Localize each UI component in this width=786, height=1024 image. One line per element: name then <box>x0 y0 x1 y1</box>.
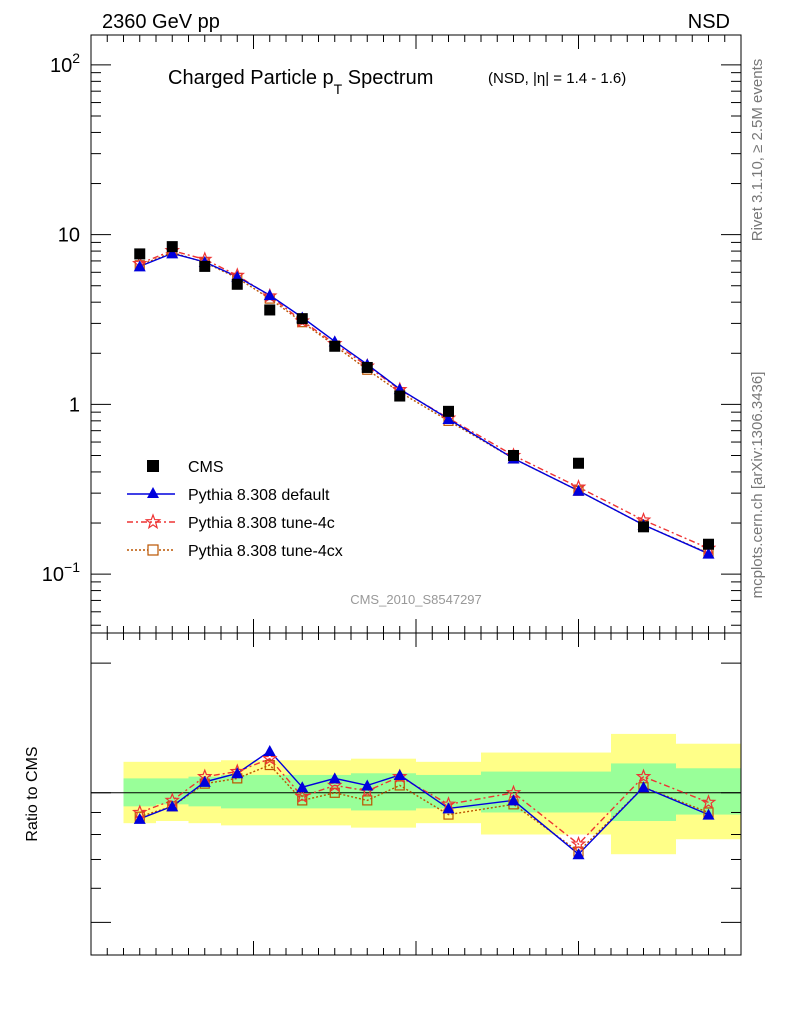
header-energy: 2360 GeV pp <box>102 11 220 33</box>
data-point-tune4c <box>570 835 587 851</box>
data-point-cms <box>638 521 649 533</box>
data-point-default <box>198 775 211 787</box>
data-point-default <box>361 779 374 791</box>
data-point-cms <box>329 340 341 352</box>
data-point-default <box>166 247 179 259</box>
y-tick-label: 102 <box>50 50 80 77</box>
data-point-default <box>231 767 244 779</box>
data-point-default <box>702 808 715 820</box>
data-point-default <box>572 848 585 860</box>
data-point-default <box>263 745 276 757</box>
data-point-default <box>296 781 309 793</box>
data-point-default <box>393 768 406 780</box>
ratio-axis-label: Ratio to CMS <box>24 746 41 841</box>
data-point-default <box>637 781 650 793</box>
data-point-default <box>263 289 276 301</box>
legend-marker-tune4cx <box>147 544 159 556</box>
data-point-cms <box>134 248 146 260</box>
data-point-cms <box>573 457 584 469</box>
data-point-default <box>442 413 455 425</box>
uncertainty-bands <box>123 733 741 855</box>
band-inner <box>676 768 741 815</box>
data-point-default <box>166 800 179 812</box>
main-line-tune4cx <box>139 251 709 554</box>
data-point-tune4c <box>635 768 652 784</box>
legend-marker-cms <box>147 460 159 472</box>
data-point-cms <box>394 390 406 402</box>
data-point-default <box>133 812 146 824</box>
data-point-tune4cx <box>394 780 405 791</box>
data-point-cms <box>508 449 519 461</box>
legend: CMS Pythia 8.308 default Pythia 8.308 tu… <box>127 459 343 560</box>
data-point-cms <box>166 241 178 253</box>
data-point-default <box>442 802 455 814</box>
data-point-tune4cx <box>297 795 308 806</box>
legend-label-tune4cx: Pythia 8.308 tune-4cx <box>188 543 343 560</box>
data-point-cms <box>264 304 276 316</box>
band-inner <box>481 771 546 813</box>
data-point-cms <box>231 278 243 290</box>
band-inner <box>253 774 286 809</box>
data-point-cms <box>443 405 454 417</box>
legend-label-cms: CMS <box>188 459 224 476</box>
ratio-line-tune4cx <box>139 764 709 853</box>
data-point-tune4c <box>261 750 278 766</box>
y-tick-label: 10−1 <box>42 559 80 586</box>
data-point-default <box>133 260 146 272</box>
y-tick-label: 10 <box>58 225 80 247</box>
legend-label-default: Pythia 8.308 default <box>188 487 330 504</box>
header-process: NSD <box>688 11 730 33</box>
data-point-cms <box>361 361 373 373</box>
data-point-default <box>702 547 715 559</box>
data-point-tune4c <box>294 788 311 804</box>
data-point-tune4c <box>700 794 717 809</box>
plot-subtitle: (NSD, |η| = 1.4 - 1.6) <box>488 70 626 87</box>
data-point-cms <box>296 313 308 325</box>
main-line-default <box>139 252 709 555</box>
data-point-cms <box>199 260 211 272</box>
ratio-line-default <box>139 750 709 856</box>
analysis-id: CMS_2010_S8547297 <box>350 592 482 607</box>
y-tick-label: 1 <box>69 394 80 416</box>
legend-marker-default <box>147 487 159 498</box>
band-inner <box>156 778 189 805</box>
plot-title: Charged Particle pT Spectrum <box>168 67 433 97</box>
data-point-default <box>572 484 585 496</box>
legend-marker-tune4c <box>144 513 162 530</box>
mcplots-label: mcplots.cern.ch [arXiv:1306.3436] <box>749 372 766 599</box>
legend-label-tune4c: Pythia 8.308 tune-4c <box>188 515 335 532</box>
data-point-default <box>507 794 520 806</box>
data-point-tune4cx <box>362 795 373 806</box>
band-inner <box>221 774 254 809</box>
data-point-default <box>328 772 341 784</box>
data-point-cms <box>703 538 714 550</box>
band-inner <box>546 771 611 813</box>
rivet-label: Rivet 3.1.10, ≥ 2.5M events <box>749 59 766 242</box>
